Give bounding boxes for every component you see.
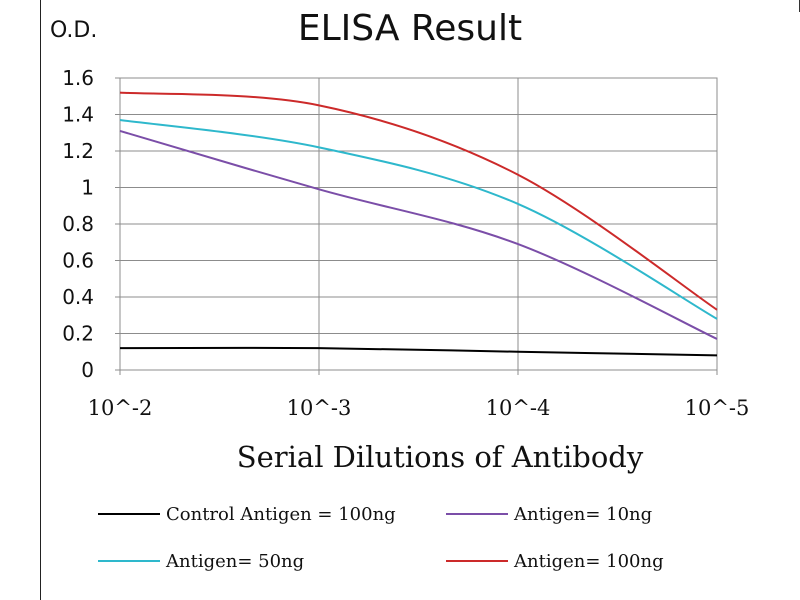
- y-tick-label: 0.8: [62, 212, 94, 236]
- series-line-1: [119, 346, 718, 357]
- x-tick-label: 10^-3: [287, 396, 352, 420]
- y-tick-label: 0.4: [62, 285, 94, 309]
- frame-left-border: [40, 0, 41, 600]
- y-tick-label: 1: [81, 176, 94, 200]
- y-axis-label: O.D.: [50, 18, 98, 43]
- series-line-3: [119, 118, 718, 320]
- y-tick-label: 0: [81, 358, 94, 382]
- series-line-4: [119, 91, 718, 311]
- legend-label-1: Control Antigen = 100ng: [166, 504, 396, 525]
- chart-title: ELISA Result: [297, 8, 523, 49]
- y-tick-label: 0.6: [62, 249, 94, 273]
- legend-label-2: Antigen= 10ng: [513, 504, 652, 525]
- series-line-2: [119, 129, 718, 340]
- y-tick-label: 0.2: [62, 322, 94, 346]
- y-tick-label: 1.4: [62, 103, 94, 127]
- x-tick-label: 10^-4: [486, 396, 551, 420]
- x-axis-label: Serial Dilutions of Antibody: [236, 440, 644, 474]
- legend-label-4: Antigen= 100ng: [513, 551, 664, 572]
- y-tick-label: 1.2: [62, 139, 94, 163]
- x-tick-label: 10^-5: [685, 396, 750, 420]
- y-tick-label: 1.6: [62, 66, 94, 90]
- x-tick-label: 10^-2: [88, 396, 153, 420]
- legend-label-3: Antigen= 50ng: [165, 551, 304, 572]
